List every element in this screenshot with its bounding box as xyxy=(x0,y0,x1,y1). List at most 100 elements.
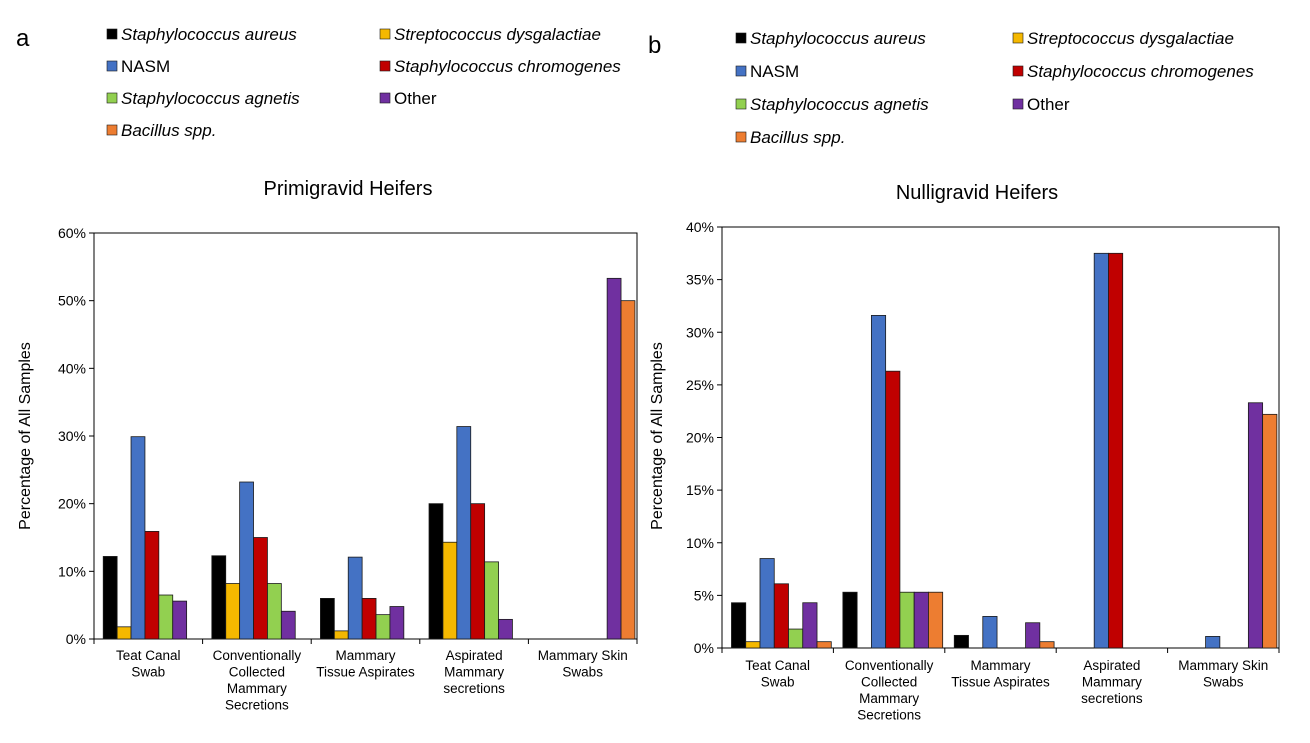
x-category-line: Teat Canal xyxy=(116,648,181,663)
legend-swatch xyxy=(735,32,747,44)
legend-swatch xyxy=(379,92,391,104)
x-category-line: Secretions xyxy=(225,698,289,713)
legend-label: Bacillus spp. xyxy=(750,128,845,147)
legend-swatch xyxy=(735,65,747,77)
bar-nasm xyxy=(1093,252,1109,649)
bar-nasm xyxy=(1205,636,1221,649)
bar-bacillus-spp- xyxy=(1262,413,1278,649)
legend-swatch xyxy=(106,60,118,72)
bar-other xyxy=(280,610,296,640)
bar-nasm xyxy=(347,556,363,640)
y-axis-label: Percentage of All Samples xyxy=(649,342,666,530)
bar-staphylococcus-aureus xyxy=(731,602,747,649)
legend-swatch xyxy=(379,60,391,72)
chart-title: Primigravid Heifers xyxy=(264,178,433,200)
bar-staphylococcus-chromogenes xyxy=(1108,252,1124,649)
legend-swatch xyxy=(379,28,391,40)
x-category-line: Mammary xyxy=(1082,675,1142,690)
panel-letter: b xyxy=(648,32,661,59)
bar-bacillus-spp- xyxy=(1039,641,1055,649)
legend-label: Staphylococcus chromogenes xyxy=(394,57,621,76)
legend-swatch xyxy=(106,124,118,136)
bar-staphylococcus-chromogenes xyxy=(470,503,486,640)
bar-other xyxy=(389,606,405,640)
bar-staphylococcus-agnetis xyxy=(375,614,391,640)
bar-streptococcus-dysgalactiae xyxy=(745,641,761,649)
y-axis-label: Percentage of All Samples xyxy=(17,342,34,530)
bar-streptococcus-dysgalactiae xyxy=(333,630,349,640)
bar-other xyxy=(802,602,818,649)
y-tick-label: 50% xyxy=(58,293,86,309)
x-category-label: Mammary Tissue Aspirates xyxy=(316,648,415,680)
legend-label: Bacillus spp. xyxy=(121,121,216,140)
x-category-label: Teat Canal Swab xyxy=(745,658,810,690)
bar-staphylococcus-chromogenes xyxy=(361,598,377,640)
x-category-label: Mammary Skin Swabs xyxy=(1178,658,1268,690)
legend-swatch xyxy=(1012,32,1024,44)
x-category-line: Tissue Aspirates xyxy=(951,675,1050,690)
bar-staphylococcus-chromogenes xyxy=(144,531,160,640)
x-category-line: Mammary xyxy=(336,648,396,663)
x-category-line: Conventionally xyxy=(845,658,934,673)
bar-bacillus-spp- xyxy=(928,591,944,649)
y-tick-label: 35% xyxy=(686,272,714,288)
bar-nasm xyxy=(759,558,775,649)
y-tick-label: 10% xyxy=(58,563,86,579)
bar-other xyxy=(606,277,622,640)
legend-label: Staphylococcus aureus xyxy=(121,25,297,44)
bar-bacillus-spp- xyxy=(816,641,832,649)
x-category-line: Mammary xyxy=(971,658,1031,673)
bar-staphylococcus-chromogenes xyxy=(253,537,268,640)
legend-label: Other xyxy=(1027,95,1070,114)
legend: Staphylococcus aureus Streptococcus dysga… xyxy=(735,29,1254,147)
x-category-line: Swab xyxy=(761,675,795,690)
x-category-line: secretions xyxy=(443,681,505,696)
legend-label: NASM xyxy=(750,62,799,81)
bar-nasm xyxy=(130,436,146,640)
bar-staphylococcus-aureus xyxy=(211,555,227,640)
bar-other xyxy=(172,600,188,640)
bar-staphylococcus-agnetis xyxy=(267,583,282,640)
x-category-line: Swab xyxy=(131,665,165,680)
legend-label: Staphylococcus aureus xyxy=(750,29,926,48)
x-category-line: Collected xyxy=(861,675,917,690)
x-category-line: Mammary Skin xyxy=(1178,658,1268,673)
y-tick-label: 30% xyxy=(58,428,86,444)
x-category-line: Mammary xyxy=(227,681,287,696)
bar-other xyxy=(1247,402,1264,649)
bar-nasm xyxy=(982,616,998,649)
bar-staphylococcus-chromogenes xyxy=(773,583,789,649)
x-category-line: Secretions xyxy=(857,708,921,723)
bar-nasm xyxy=(870,315,887,649)
bar-staphylococcus-aureus xyxy=(320,598,335,640)
bar-staphylococcus-agnetis xyxy=(484,561,499,640)
x-category-line: Mammary xyxy=(859,691,919,706)
legend-swatch xyxy=(1012,65,1024,77)
chart-panel-a: a Staphylococcus aureus Streptococcus dysg… xyxy=(16,25,638,713)
bar-other xyxy=(1025,622,1041,649)
bar-staphylococcus-chromogenes xyxy=(885,370,901,649)
panel-letter: a xyxy=(16,25,30,52)
bar-staphylococcus-aureus xyxy=(102,556,118,640)
chart-title: Nulligravid Heifers xyxy=(896,182,1058,204)
x-category-label: Mammary Skin Swabs xyxy=(538,648,628,680)
y-tick-label: 0% xyxy=(66,631,86,647)
bar-staphylococcus-aureus xyxy=(428,503,444,640)
y-tick-label: 60% xyxy=(58,225,86,241)
bar-nasm xyxy=(456,426,472,640)
bar-streptococcus-dysgalactiae xyxy=(225,583,241,640)
y-tick-label: 15% xyxy=(686,482,714,498)
x-category-line: Tissue Aspirates xyxy=(316,665,415,680)
x-category-line: Aspirated xyxy=(1083,658,1140,673)
x-category-line: Swabs xyxy=(1203,675,1244,690)
bar-staphylococcus-agnetis xyxy=(899,591,915,649)
chart-panel-b: b Staphylococcus aureus Streptococcus dysg… xyxy=(648,29,1280,723)
bar-streptococcus-dysgalactiae xyxy=(442,541,458,640)
bar-other xyxy=(498,618,513,640)
legend-label: Other xyxy=(394,89,437,108)
x-category-line: Mammary xyxy=(444,665,504,680)
